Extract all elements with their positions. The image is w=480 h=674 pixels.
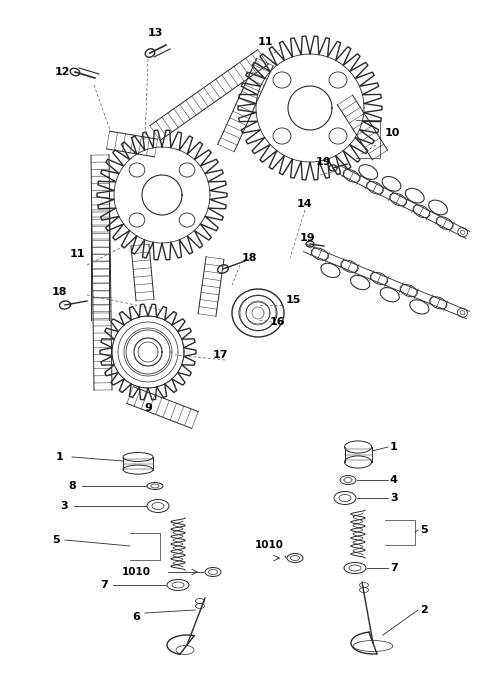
- Text: 6: 6: [132, 612, 140, 622]
- Text: 2: 2: [420, 605, 428, 615]
- Text: 11: 11: [258, 37, 274, 47]
- Text: 19: 19: [316, 157, 332, 167]
- Text: 3: 3: [60, 501, 68, 511]
- Text: 19: 19: [300, 233, 316, 243]
- Text: 9: 9: [144, 403, 152, 413]
- Text: 5: 5: [420, 525, 428, 535]
- Text: 7: 7: [390, 563, 398, 573]
- Text: 18: 18: [52, 287, 68, 297]
- Text: 10: 10: [385, 128, 400, 138]
- Text: 14: 14: [297, 199, 312, 209]
- Text: 15: 15: [286, 295, 301, 305]
- Text: 17: 17: [213, 350, 228, 360]
- Text: 1010: 1010: [122, 567, 151, 577]
- Text: 16: 16: [270, 317, 286, 327]
- Text: 1: 1: [390, 442, 398, 452]
- Text: 11: 11: [70, 249, 85, 259]
- Text: 8: 8: [68, 481, 76, 491]
- Text: 13: 13: [148, 28, 163, 38]
- Text: 3: 3: [390, 493, 397, 503]
- Text: 12: 12: [55, 67, 71, 77]
- Text: 5: 5: [52, 535, 60, 545]
- Text: 4: 4: [390, 475, 398, 485]
- Text: 1010: 1010: [255, 540, 284, 550]
- Text: 1: 1: [56, 452, 64, 462]
- Text: 18: 18: [242, 253, 257, 263]
- Text: 7: 7: [100, 580, 108, 590]
